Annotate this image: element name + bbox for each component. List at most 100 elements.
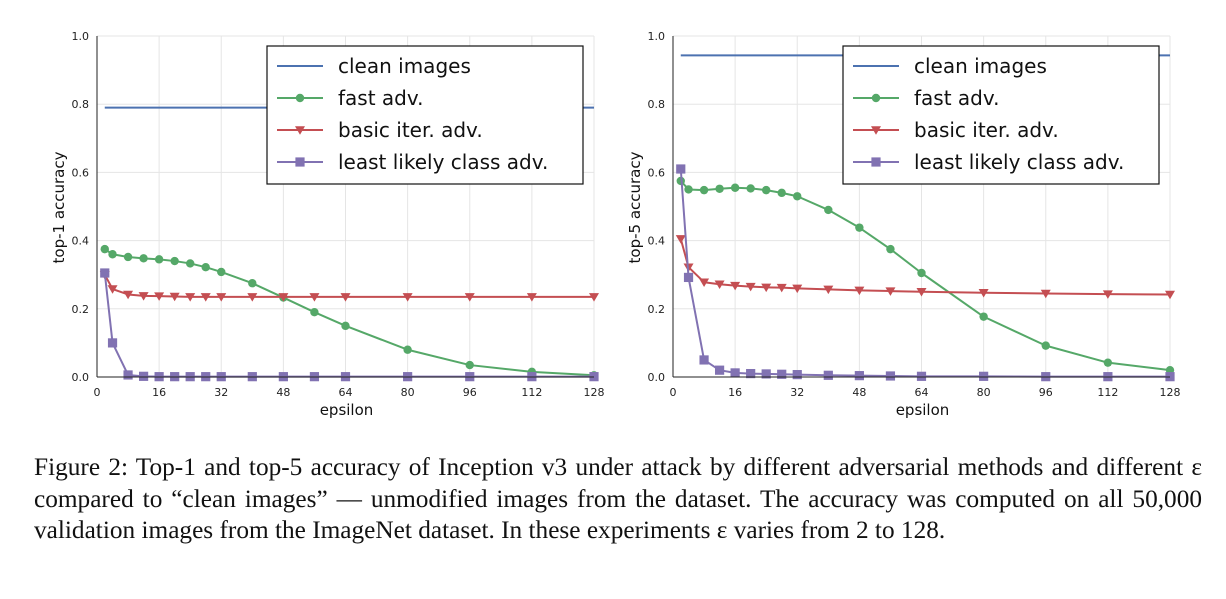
data-point-basic xyxy=(309,293,320,302)
data-point-fast xyxy=(201,262,210,272)
data-point-least xyxy=(730,368,740,378)
data-point-fast xyxy=(1041,341,1050,350)
data-point-least xyxy=(854,371,864,381)
data-point-basic xyxy=(714,280,725,289)
data-point-fast xyxy=(824,205,833,215)
data-point-fast xyxy=(217,267,226,277)
legend-label: fast adv. xyxy=(914,86,1000,110)
legend: clean images fast adv. basic iter. adv. lea… xyxy=(266,45,584,185)
data-point-fast xyxy=(123,252,133,262)
data-point-basic xyxy=(916,288,927,297)
y-tick-label: 0.0 xyxy=(72,371,90,384)
y-tick-label: 1.0 xyxy=(648,30,666,43)
legend-marker-basic xyxy=(871,126,881,135)
data-point-fast xyxy=(715,184,724,193)
data-point-least xyxy=(683,272,694,283)
data-point-basic xyxy=(885,287,896,296)
data-point-basic xyxy=(216,293,227,302)
x-tick-label: 96 xyxy=(463,386,477,399)
data-point-fast xyxy=(979,312,988,321)
top5-accuracy-chart: 0 16 32 48 64 80 96 112 128 0.0 0.2 0.4 0.6 0.8 1.0 eps… xyxy=(626,30,1181,419)
figure-charts: 0 16 32 48 64 80 96 112 128 0.0 0.2 0.4 0.6 0.8 1.0 eps… xyxy=(50,30,1181,419)
data-point-fast xyxy=(154,255,164,264)
data-point-basic xyxy=(464,293,475,302)
data-point-basic xyxy=(402,293,413,302)
x-tick-label: 16 xyxy=(152,386,166,399)
data-point-basic xyxy=(823,285,834,295)
series-group xyxy=(675,54,1175,382)
x-tick-label: 0 xyxy=(94,386,101,399)
x-tick-label: 48 xyxy=(276,386,290,399)
data-point-basic xyxy=(138,292,149,301)
data-point-basic xyxy=(107,285,118,294)
data-point-basic xyxy=(776,283,787,293)
legend-marker-basic xyxy=(295,126,305,135)
series-line-basic xyxy=(679,238,1171,296)
top1-accuracy-chart: 0 16 32 48 64 80 96 112 128 0.0 0.2 0.4 0.6 0.8 1.0 eps… xyxy=(50,30,605,419)
legend-label: least likely class adv. xyxy=(338,150,548,174)
x-tick-label: 0 xyxy=(670,386,677,399)
data-point-fast xyxy=(185,259,195,268)
figure-caption: Figure 2: Top-1 and top-5 accuracy of In… xyxy=(34,453,1202,544)
data-point-least xyxy=(885,371,896,381)
data-point-fast xyxy=(248,279,257,288)
data-point-least xyxy=(777,369,787,379)
data-point-fast xyxy=(761,185,771,195)
data-point-least xyxy=(699,355,709,365)
data-point-fast xyxy=(465,360,474,370)
data-point-basic xyxy=(1102,290,1113,299)
data-point-basic xyxy=(589,293,599,302)
y-tick-label: 0.4 xyxy=(72,235,90,248)
x-tick-label: 80 xyxy=(401,386,415,399)
data-point-fast xyxy=(684,185,693,194)
y-tick-label: 0.8 xyxy=(648,98,666,111)
legend-marker-least xyxy=(871,157,881,167)
data-point-basic xyxy=(154,292,165,301)
y-tick-label: 0.6 xyxy=(72,166,90,179)
legend-marker-least xyxy=(295,157,305,167)
x-axis-label: epsilon xyxy=(320,401,374,419)
y-tick-label: 0.4 xyxy=(648,235,666,248)
y-tick-label: 0.0 xyxy=(648,371,666,384)
x-tick-label: 48 xyxy=(852,386,866,399)
x-tick-label: 112 xyxy=(521,386,542,399)
legend-label: least likely class adv. xyxy=(914,150,1124,174)
data-point-fast xyxy=(793,192,802,201)
y-tick-label: 0.6 xyxy=(648,166,666,179)
data-point-least xyxy=(761,369,771,379)
y-tick-label: 0.8 xyxy=(72,98,90,111)
data-point-least xyxy=(792,370,802,380)
data-point-basic xyxy=(247,293,258,302)
data-point-basic xyxy=(200,293,211,302)
data-point-basic xyxy=(854,286,865,296)
data-point-fast xyxy=(855,223,864,232)
x-tick-label: 128 xyxy=(584,386,605,399)
data-point-basic xyxy=(123,290,134,300)
data-point-fast xyxy=(730,183,740,192)
x-tick-label: 16 xyxy=(728,386,742,399)
data-point-basic xyxy=(169,292,180,302)
data-point-basic xyxy=(792,284,803,294)
data-point-fast xyxy=(403,345,412,354)
data-point-fast xyxy=(108,250,117,259)
data-point-fast xyxy=(310,308,319,317)
data-point-least xyxy=(107,338,118,348)
y-axis-label: top-5 accuracy xyxy=(626,151,644,263)
x-tick-label: 128 xyxy=(1160,386,1181,399)
legend: clean images fast adv. basic iter. adv. lea… xyxy=(842,45,1160,185)
data-point-least xyxy=(1165,372,1175,382)
series-line-fast xyxy=(104,248,595,377)
x-tick-label: 112 xyxy=(1097,386,1118,399)
data-point-least xyxy=(100,268,110,278)
series-line-fast xyxy=(680,180,1171,372)
data-point-fast xyxy=(341,321,350,331)
legend-label: fast adv. xyxy=(338,86,424,110)
data-point-fast xyxy=(886,244,895,254)
y-tick-label: 1.0 xyxy=(72,30,90,43)
data-point-basic xyxy=(278,293,289,302)
legend-label: clean images xyxy=(338,54,471,78)
data-point-least xyxy=(823,370,833,380)
data-point-least xyxy=(676,164,686,174)
legend-label: basic iter. adv. xyxy=(338,118,483,142)
y-axis-label: top-1 accuracy xyxy=(50,151,68,263)
